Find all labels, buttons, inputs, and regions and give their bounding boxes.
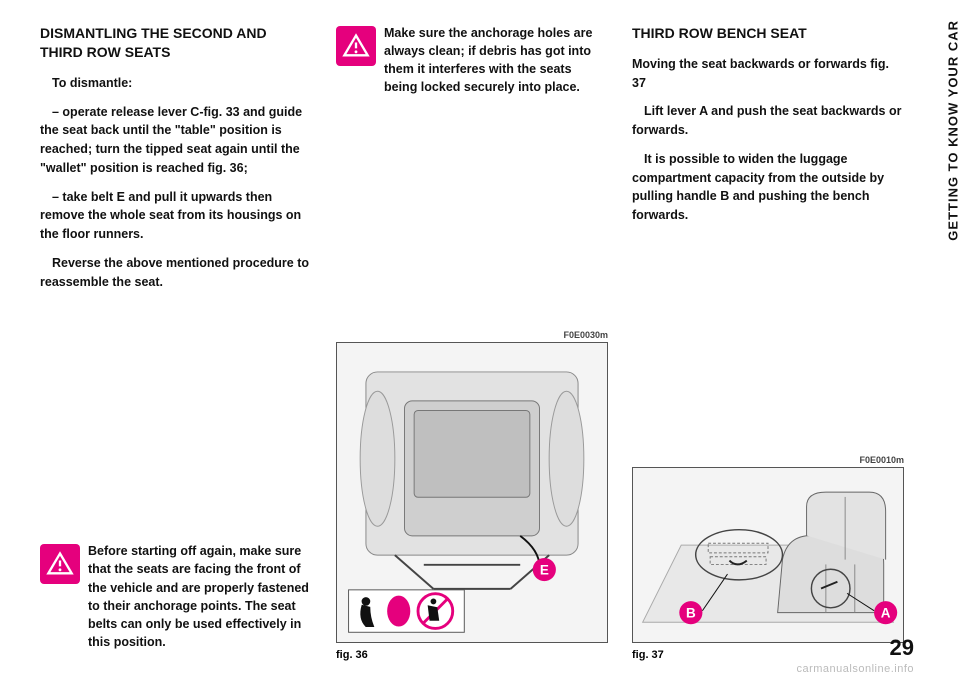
figure-37-code: F0E0010m	[632, 455, 904, 465]
col1-p2: – operate release lever C-fig. 33 and gu…	[40, 103, 312, 178]
column-2: Make sure the anchorage holes are always…	[336, 24, 608, 661]
col3-sub: Moving the seat backwards or forwards fi…	[632, 55, 904, 93]
warning-icon	[40, 544, 80, 584]
col1-p1: To dismantle:	[40, 74, 312, 93]
callout-e: E	[540, 563, 549, 578]
col1-p3: – take belt E and pull it upwards then r…	[40, 188, 312, 244]
column-3: THIRD ROW BENCH SEAT Moving the seat bac…	[632, 24, 904, 661]
figure-36-label: fig. 36	[336, 649, 608, 661]
manual-page: GETTING TO KNOW YOUR CAR DISMANTLING THE…	[0, 0, 960, 679]
warning-icon	[336, 26, 376, 66]
col1-p4: Reverse the above mentioned procedure to…	[40, 254, 312, 292]
col3-p2: It is possible to widen the luggage comp…	[632, 150, 904, 225]
page-number: 29	[890, 635, 914, 661]
content-area: DISMANTLING THE SECOND AND THIRD ROW SEA…	[40, 24, 904, 661]
col3-p1: Lift lever A and push the seat backwards…	[632, 102, 904, 140]
warning-text-anchorage: Make sure the anchorage holes are always…	[384, 24, 608, 97]
figure-37-label: fig. 37	[632, 649, 904, 661]
figure-37: A B	[632, 467, 904, 643]
heading-dismantling: DISMANTLING THE SECOND AND THIRD ROW SEA…	[40, 24, 312, 62]
warning-box-seats: Before starting off again, make sure tha…	[40, 542, 312, 661]
column-1: DISMANTLING THE SECOND AND THIRD ROW SEA…	[40, 24, 312, 661]
watermark: carmanualsonline.info	[796, 663, 914, 675]
figure-37-wrap: F0E0010m	[632, 455, 904, 661]
section-title: GETTING TO KNOW YOUR CAR	[946, 20, 960, 241]
figure-36-code: F0E0030m	[336, 330, 608, 340]
callout-a: A	[881, 606, 891, 621]
heading-third-row: THIRD ROW BENCH SEAT	[632, 24, 904, 43]
figure-36: E	[336, 342, 608, 643]
warning-box-anchorage: Make sure the anchorage holes are always…	[336, 24, 608, 107]
callout-b: B	[686, 606, 696, 621]
sidebar: GETTING TO KNOW YOUR CAR	[918, 0, 960, 679]
warning-text-seats: Before starting off again, make sure tha…	[88, 542, 312, 651]
figure-36-wrap: F0E0030m	[336, 330, 608, 661]
